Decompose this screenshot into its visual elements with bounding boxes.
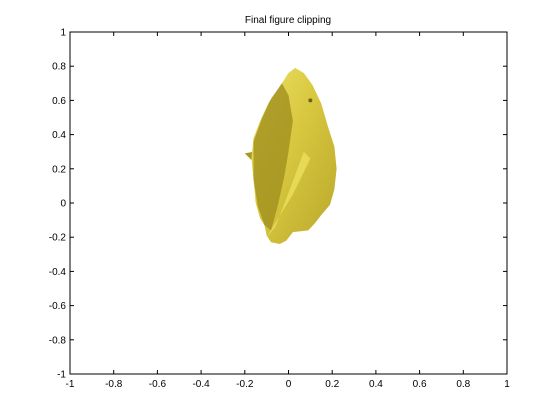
chart-title: Final figure clipping (245, 15, 331, 26)
y-tick-label: 0 (60, 199, 66, 210)
pectoral-fin (266, 151, 311, 238)
x-tick-label: -0.4 (192, 379, 210, 390)
y-tick-label: 0.2 (52, 164, 66, 175)
x-tick-label: 0.6 (413, 379, 427, 390)
y-tick-label: 0.4 (52, 130, 66, 141)
y-tick-label: -0.8 (49, 335, 67, 346)
y-axis: -1 -0.8 -0.6 -0.4 -0.2 0 0.2 0.4 0.6 0.8 1 (49, 28, 507, 381)
x-tick-label: -0.2 (236, 379, 254, 390)
x-tick-label: 1 (504, 379, 510, 390)
y-tick-label: 1 (60, 28, 66, 39)
x-tick-label: -0.8 (105, 379, 123, 390)
x-tick-label: 0.2 (325, 379, 339, 390)
y-tick-label: -0.4 (49, 267, 67, 278)
dorsal-fin (244, 151, 254, 162)
y-tick-label: 0.6 (52, 96, 66, 107)
y-tick-label: 0.8 (52, 62, 66, 73)
y-tick-label: -0.2 (49, 233, 67, 244)
x-axis: -1 -0.8 -0.6 -0.4 -0.2 0 0.2 0.4 0.6 0.8 1 (66, 32, 510, 390)
x-tick-label: 0.8 (456, 379, 470, 390)
x-tick-label: 0.4 (369, 379, 383, 390)
y-tick-label: -0.6 (49, 301, 67, 312)
x-tick-label: 0 (286, 379, 292, 390)
x-tick-label: -1 (66, 379, 75, 390)
fish-shadow (253, 83, 293, 231)
fish-eye (308, 98, 313, 103)
y-tick-label: -1 (57, 370, 66, 381)
plot-area (244, 67, 337, 245)
x-tick-label: -0.6 (149, 379, 167, 390)
